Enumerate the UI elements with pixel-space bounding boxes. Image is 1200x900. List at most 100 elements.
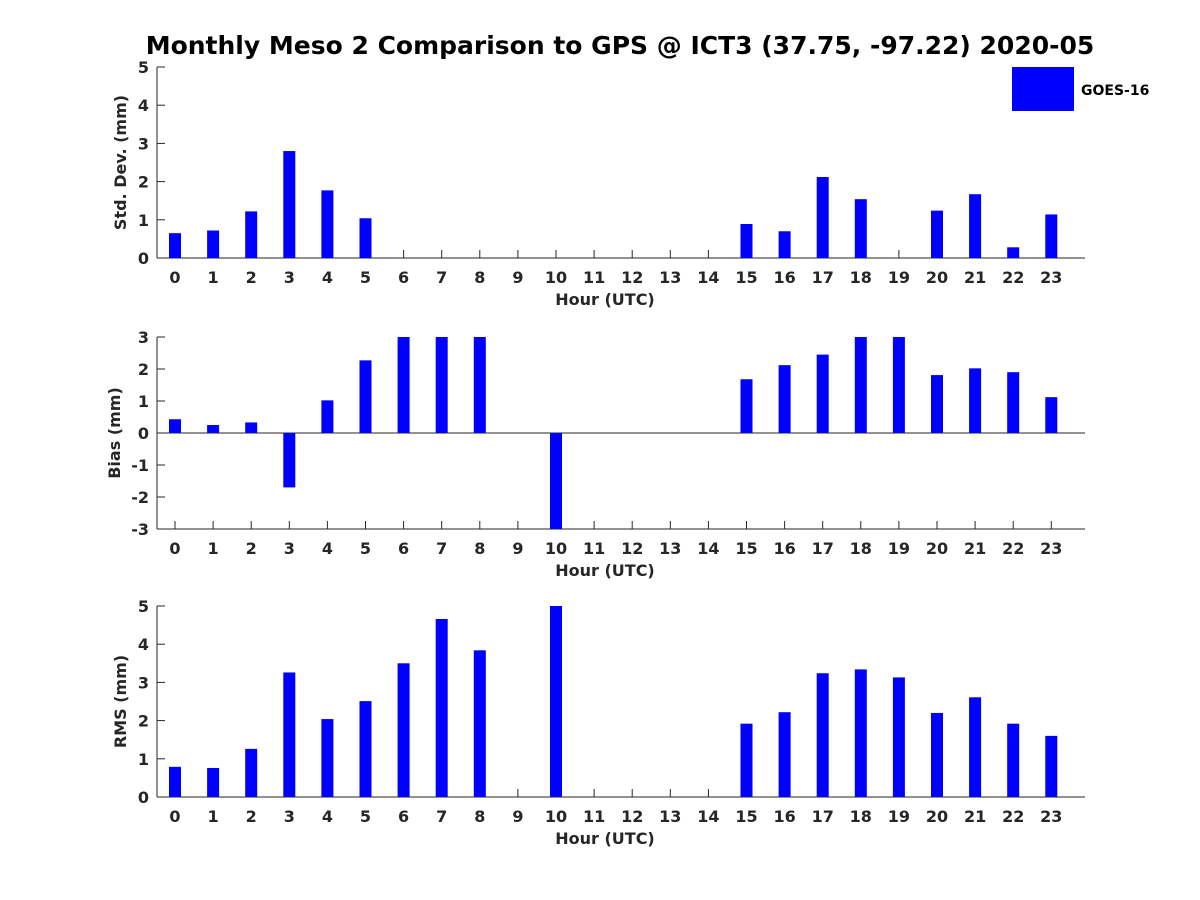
- y-tick-label: -2: [131, 488, 149, 507]
- bar-hour-21: [969, 697, 982, 797]
- x-tick-label: 6: [398, 539, 409, 558]
- bar-hour-8: [473, 337, 486, 433]
- x-tick-label: 8: [474, 539, 485, 558]
- bar-hour-19: [892, 677, 905, 797]
- bar-hour-17: [816, 354, 829, 433]
- bar-hour-1: [207, 230, 220, 258]
- x-tick-label: 21: [964, 539, 986, 558]
- legend-swatch: [1012, 67, 1074, 111]
- y-tick-label: -3: [131, 520, 149, 539]
- bar-hour-15: [740, 224, 753, 258]
- x-tick-label: 6: [398, 807, 409, 826]
- bar-hour-20: [931, 375, 943, 433]
- x-tick-label: 11: [583, 539, 605, 558]
- y-tick-label: 3: [138, 328, 149, 347]
- y-tick-label: 3: [138, 134, 149, 153]
- x-tick-label: 3: [284, 539, 295, 558]
- legend-label: GOES-16: [1081, 83, 1149, 99]
- x-tick-label: 7: [436, 268, 447, 287]
- y-tick-label: 5: [138, 597, 149, 616]
- x-tick-label: 21: [964, 807, 986, 826]
- x-tick-label: 12: [621, 807, 643, 826]
- bar-hour-4: [321, 719, 334, 797]
- bar-hour-16: [778, 365, 791, 433]
- y-tick-label: 2: [138, 712, 149, 731]
- x-tick-label: 2: [246, 807, 257, 826]
- x-tick-label: 13: [659, 807, 681, 826]
- bar-hour-3: [283, 151, 296, 258]
- x-tick-label: 0: [169, 268, 180, 287]
- bar-hour-0: [169, 233, 181, 258]
- x-tick-label: 17: [812, 268, 834, 287]
- x-tick-label: 12: [621, 539, 643, 558]
- x-tick-label: 13: [659, 268, 681, 287]
- x-tick-label: 23: [1040, 807, 1062, 826]
- x-tick-label: 7: [436, 807, 447, 826]
- x-tick-label: 14: [697, 268, 719, 287]
- x-tick-label: 11: [583, 268, 605, 287]
- y-tick-label: 1: [138, 392, 149, 411]
- bar-hour-21: [969, 368, 982, 433]
- bar-hour-3: [283, 672, 296, 797]
- bar-hour-15: [740, 379, 753, 433]
- bar-hour-4: [321, 400, 334, 433]
- x-tick-label: 13: [659, 539, 681, 558]
- x-tick-label: 2: [246, 539, 257, 558]
- bar-hour-5: [359, 218, 372, 258]
- legend: GOES-16: [1012, 67, 1149, 111]
- bar-hour-3: [283, 433, 296, 488]
- x-tick-label: 8: [474, 268, 485, 287]
- bar-hour-17: [816, 673, 829, 797]
- bar-hour-10: [550, 606, 562, 797]
- x-tick-label: 4: [322, 539, 333, 558]
- x-tick-label: 1: [208, 539, 219, 558]
- x-tick-label: 15: [735, 807, 757, 826]
- x-tick-label: 7: [436, 539, 447, 558]
- x-tick-label: 18: [850, 268, 872, 287]
- y-tick-label: 4: [138, 96, 149, 115]
- x-tick-label: 14: [697, 539, 719, 558]
- x-tick-label: 3: [284, 807, 295, 826]
- bar-hour-8: [473, 650, 486, 797]
- y-axis-label: Bias (mm): [105, 387, 124, 479]
- bar-hour-5: [359, 701, 372, 797]
- bar-hour-7: [435, 337, 448, 433]
- x-axis-label: Hour (UTC): [555, 561, 655, 580]
- x-tick-label: 2: [246, 268, 257, 287]
- x-tick-label: 16: [773, 539, 795, 558]
- bar-hour-2: [245, 748, 258, 797]
- bar-hour-23: [1045, 397, 1058, 433]
- x-tick-label: 20: [926, 539, 948, 558]
- y-tick-label: 5: [138, 58, 149, 77]
- x-tick-label: 8: [474, 807, 485, 826]
- x-tick-label: 18: [850, 539, 872, 558]
- x-tick-label: 0: [169, 807, 180, 826]
- x-tick-label: 0: [169, 539, 180, 558]
- x-tick-label: 23: [1040, 268, 1062, 287]
- bar-hour-23: [1045, 735, 1058, 797]
- y-tick-label: 1: [138, 750, 149, 769]
- x-tick-label: 22: [1002, 539, 1024, 558]
- y-tick-label: 2: [138, 173, 149, 192]
- bar-hour-1: [207, 767, 220, 797]
- x-tick-label: 20: [926, 268, 948, 287]
- y-tick-label: 0: [138, 788, 149, 807]
- y-tick-label: 3: [138, 673, 149, 692]
- x-tick-label: 10: [545, 807, 567, 826]
- bar-hour-19: [892, 337, 905, 433]
- bar-hour-6: [397, 337, 410, 433]
- bar-hour-2: [245, 422, 258, 433]
- x-tick-label: 19: [888, 268, 910, 287]
- y-tick-label: 0: [138, 424, 149, 443]
- x-tick-label: 1: [208, 268, 219, 287]
- x-tick-label: 3: [284, 268, 295, 287]
- x-tick-label: 4: [322, 807, 333, 826]
- x-tick-label: 22: [1002, 268, 1024, 287]
- bar-hour-16: [778, 712, 791, 797]
- x-tick-label: 10: [545, 268, 567, 287]
- bar-hour-5: [359, 360, 372, 433]
